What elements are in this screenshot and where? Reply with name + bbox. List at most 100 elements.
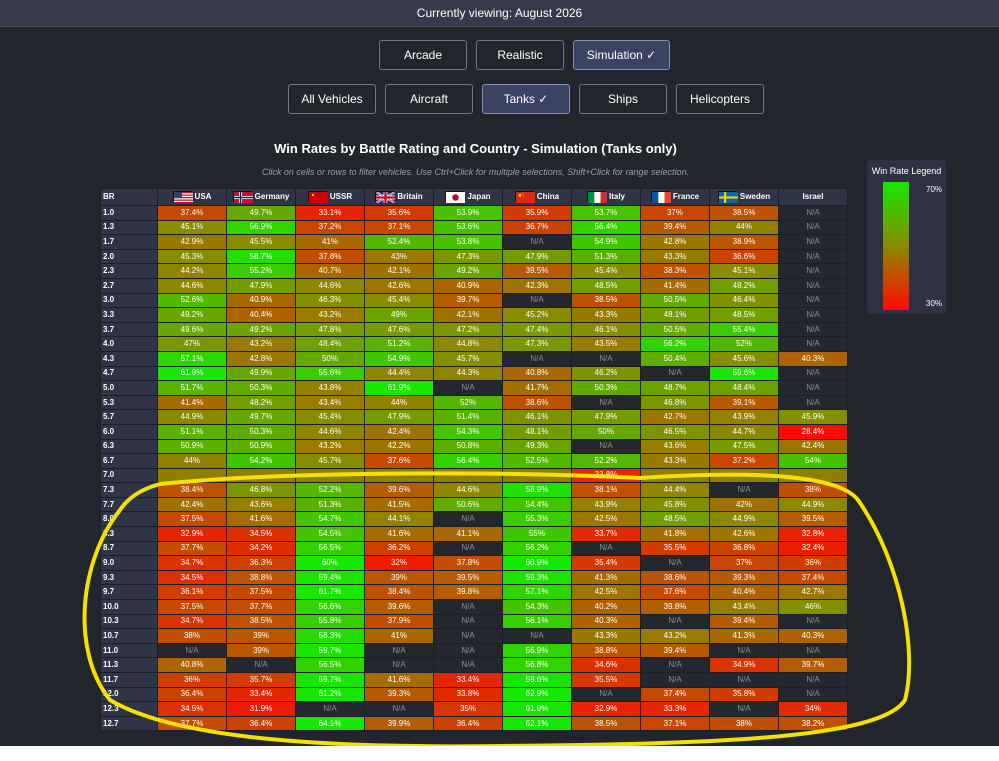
win-rate-cell[interactable]: 52.2% — [571, 453, 641, 469]
win-rate-cell[interactable]: 50.5% — [640, 292, 710, 309]
table-row[interactable]: 2.7 44.6% 47.9% 44.6% 42.6% 40.9% 42.3% 48.5% 41… — [100, 277, 848, 294]
win-rate-cell[interactable]: 64.1% — [295, 715, 365, 732]
win-rate-cell[interactable]: 36.2% — [364, 540, 434, 557]
win-rate-cell[interactable]: 44.2% — [157, 263, 227, 279]
win-rate-cell[interactable]: N/A — [433, 628, 503, 644]
win-rate-cell[interactable]: 39.4% — [709, 613, 779, 630]
win-rate-cell[interactable]: 34.7% — [157, 555, 227, 571]
win-rate-cell[interactable]: 40.3% — [778, 628, 848, 644]
win-rate-cell[interactable]: 47.9% — [226, 277, 296, 294]
win-rate-cell[interactable]: 45.5% — [226, 234, 296, 250]
win-rate-cell[interactable]: 50.9% — [157, 438, 227, 455]
mode-simulation-button[interactable]: Simulation ✓ — [573, 40, 670, 70]
win-rate-cell[interactable]: 35.7% — [226, 672, 296, 688]
win-rate-cell[interactable]: N/A — [640, 657, 710, 673]
win-rate-cell[interactable] — [226, 467, 296, 484]
win-rate-cell[interactable]: 56.4% — [433, 453, 503, 469]
win-rate-cell[interactable]: 51.7% — [157, 380, 227, 396]
win-rate-cell[interactable]: 46.8% — [640, 394, 710, 411]
win-rate-cell[interactable]: 38.5% — [226, 613, 296, 630]
table-row[interactable]: 6.0 51.1% 50.3% 44.6% 42.4% 54.3% 48.1% 50% 46.5… — [100, 423, 848, 440]
win-rate-cell[interactable]: N/A — [778, 394, 848, 411]
win-rate-cell[interactable]: 45.9% — [778, 409, 848, 425]
win-rate-cell[interactable]: N/A — [778, 672, 848, 688]
win-rate-cell[interactable]: 38% — [778, 482, 848, 498]
br-cell[interactable]: 5.0 — [100, 380, 158, 396]
table-row[interactable]: 4.3 57.1% 42.8% 50% 54.9% 45.7% N/A N/A 50.4% 45.… — [100, 350, 848, 367]
win-rate-cell[interactable]: 43.8% — [295, 380, 365, 396]
win-rate-cell[interactable]: 43.3% — [571, 628, 641, 644]
filter-all-vehicles-button[interactable]: All Vehicles — [288, 84, 376, 114]
filter-helicopters-button[interactable]: Helicopters — [676, 84, 764, 114]
win-rate-cell[interactable]: 41.7% — [502, 380, 572, 396]
win-rate-cell[interactable]: 37% — [640, 205, 710, 221]
win-rate-cell[interactable]: 37.7% — [157, 540, 227, 557]
win-rate-cell[interactable]: 39% — [364, 569, 434, 586]
win-rate-cell[interactable]: 41.4% — [157, 394, 227, 411]
win-rate-cell[interactable]: 41.3% — [571, 569, 641, 586]
win-rate-cell[interactable]: 47.3% — [502, 336, 572, 352]
win-rate-cell[interactable]: N/A — [364, 642, 434, 659]
win-rate-cell[interactable]: 39.4% — [640, 642, 710, 659]
win-rate-cell[interactable]: 37.1% — [640, 715, 710, 732]
br-cell[interactable]: 4.0 — [100, 336, 158, 352]
country-header-japan[interactable]: Japan — [433, 188, 503, 206]
win-rate-cell[interactable]: 42.3% — [502, 277, 572, 294]
win-rate-cell[interactable]: 41.6% — [364, 526, 434, 542]
win-rate-cell[interactable]: 44.1% — [364, 511, 434, 528]
country-header-sweden[interactable]: Sweden — [709, 188, 779, 206]
win-rate-cell[interactable]: 34.7% — [157, 613, 227, 630]
table-row[interactable]: 7.3 38.4% 46.8% 52.2% 39.6% 44.6% 58.9% 38.1% 44… — [100, 482, 848, 498]
win-rate-cell[interactable]: 33.4% — [433, 672, 503, 688]
win-rate-cell[interactable]: N/A — [778, 380, 848, 396]
win-rate-cell[interactable]: 43.9% — [709, 409, 779, 425]
win-rate-cell[interactable]: N/A — [433, 380, 503, 396]
br-cell[interactable]: 5.3 — [100, 394, 158, 411]
win-rate-cell[interactable]: 41% — [364, 628, 434, 644]
win-rate-cell[interactable]: N/A — [778, 336, 848, 352]
win-rate-cell[interactable]: 47.9% — [502, 248, 572, 265]
country-header-france[interactable]: France — [640, 188, 710, 206]
win-rate-cell[interactable]: 33.1% — [295, 205, 365, 221]
br-cell[interactable]: 11.7 — [100, 672, 158, 688]
win-rate-cell[interactable]: 32.4% — [778, 540, 848, 557]
win-rate-cell[interactable]: 49.3% — [502, 438, 572, 455]
win-rate-cell[interactable]: 45.4% — [295, 409, 365, 425]
win-rate-cell[interactable]: N/A — [433, 540, 503, 557]
win-rate-cell[interactable]: 60.9% — [502, 555, 572, 571]
win-rate-cell[interactable]: 41.6% — [364, 672, 434, 688]
win-rate-cell[interactable]: 37.5% — [226, 584, 296, 601]
win-rate-cell[interactable]: 48.5% — [571, 277, 641, 294]
win-rate-cell[interactable]: N/A — [571, 350, 641, 367]
table-row[interactable]: 11.7 36% 35.7% 59.7% 41.6% 33.4% 59.6% 35.5% N/A… — [100, 672, 848, 688]
win-rate-cell[interactable]: 40.9% — [226, 292, 296, 309]
win-rate-cell[interactable]: 38.9% — [709, 234, 779, 250]
win-rate-cell[interactable]: 51.4% — [433, 409, 503, 425]
win-rate-cell[interactable]: 55.3% — [502, 511, 572, 528]
win-rate-cell[interactable]: 41% — [295, 234, 365, 250]
win-rate-cell[interactable]: 39% — [226, 642, 296, 659]
win-rate-cell[interactable]: 49.2% — [433, 263, 503, 279]
win-rate-cell[interactable]: 49.9% — [226, 365, 296, 382]
table-row[interactable]: 12.0 36.4% 33.4% 61.2% 39.3% 33.8% 62.9% N/A 37.… — [100, 686, 848, 703]
win-rate-cell[interactable]: 48.1% — [640, 307, 710, 323]
win-rate-cell[interactable]: N/A — [433, 657, 503, 673]
win-rate-cell[interactable] — [502, 467, 572, 484]
win-rate-cell[interactable]: 54.9% — [364, 350, 434, 367]
win-rate-cell[interactable]: N/A — [778, 613, 848, 630]
win-rate-cell[interactable]: 51.3% — [571, 248, 641, 265]
win-rate-cell[interactable]: 34.5% — [157, 569, 227, 586]
win-rate-cell[interactable] — [709, 467, 779, 484]
win-rate-cell[interactable]: 38.8% — [571, 642, 641, 659]
win-rate-cell[interactable]: N/A — [571, 438, 641, 455]
win-rate-cell[interactable]: 55.2% — [226, 263, 296, 279]
win-rate-cell[interactable]: 38.6% — [640, 569, 710, 586]
win-rate-cell[interactable]: 50.8% — [433, 438, 503, 455]
win-rate-cell[interactable]: 42.6% — [364, 277, 434, 294]
win-rate-cell[interactable]: 49.7% — [226, 205, 296, 221]
br-cell[interactable]: 12.0 — [100, 686, 158, 703]
win-rate-cell[interactable]: 45.3% — [157, 248, 227, 265]
win-rate-cell[interactable]: 41.8% — [640, 526, 710, 542]
win-rate-cell[interactable]: 46.8% — [226, 482, 296, 498]
table-row[interactable]: 6.7 44% 54.2% 45.7% 37.6% 56.4% 52.5% 52.2% 43.3… — [100, 453, 848, 469]
